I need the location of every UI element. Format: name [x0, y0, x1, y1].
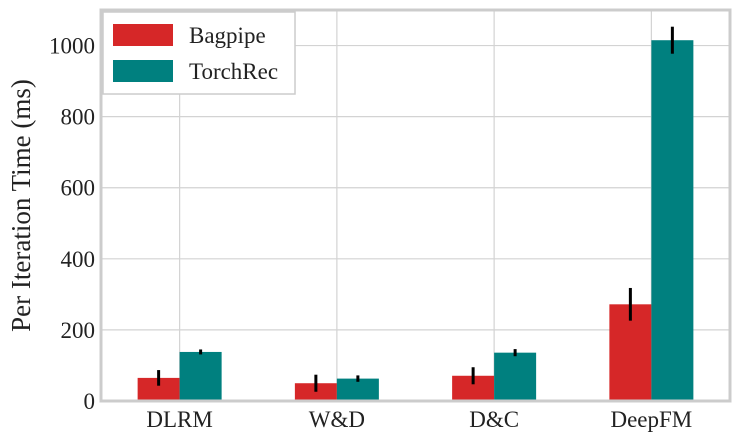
bar [336, 378, 379, 401]
y-axis-title: Per Iteration Time (ms) [6, 79, 36, 332]
legend-swatch [113, 24, 173, 46]
legend-label: Bagpipe [189, 23, 266, 48]
y-tick-label: 1000 [49, 34, 95, 59]
legend-label: TorchRec [189, 59, 278, 84]
x-tick-label: W&D [309, 407, 365, 432]
legend-swatch [113, 60, 173, 82]
x-tick-labels: DLRM W&D D&C DeepFM [146, 407, 692, 432]
y-tick-label: 800 [61, 105, 96, 130]
y-tick-label: 400 [61, 247, 96, 272]
bar [179, 351, 222, 401]
y-tick-label: 0 [84, 389, 96, 414]
bar [651, 40, 694, 402]
bar [137, 377, 180, 401]
bar [294, 383, 337, 401]
plot-frame [99, 8, 732, 403]
y-tick-label: 200 [61, 318, 96, 343]
x-tick-label: D&C [469, 407, 519, 432]
y-tick-label: 600 [61, 176, 96, 201]
x-tick-label: DLRM [146, 407, 212, 432]
bar [494, 352, 537, 401]
legend: Bagpipe TorchRec [102, 11, 296, 95]
y-tick-labels: 0 200 400 600 800 1000 [49, 34, 95, 414]
error-bars [157, 26, 674, 392]
x-tick-label: DeepFM [610, 407, 692, 432]
